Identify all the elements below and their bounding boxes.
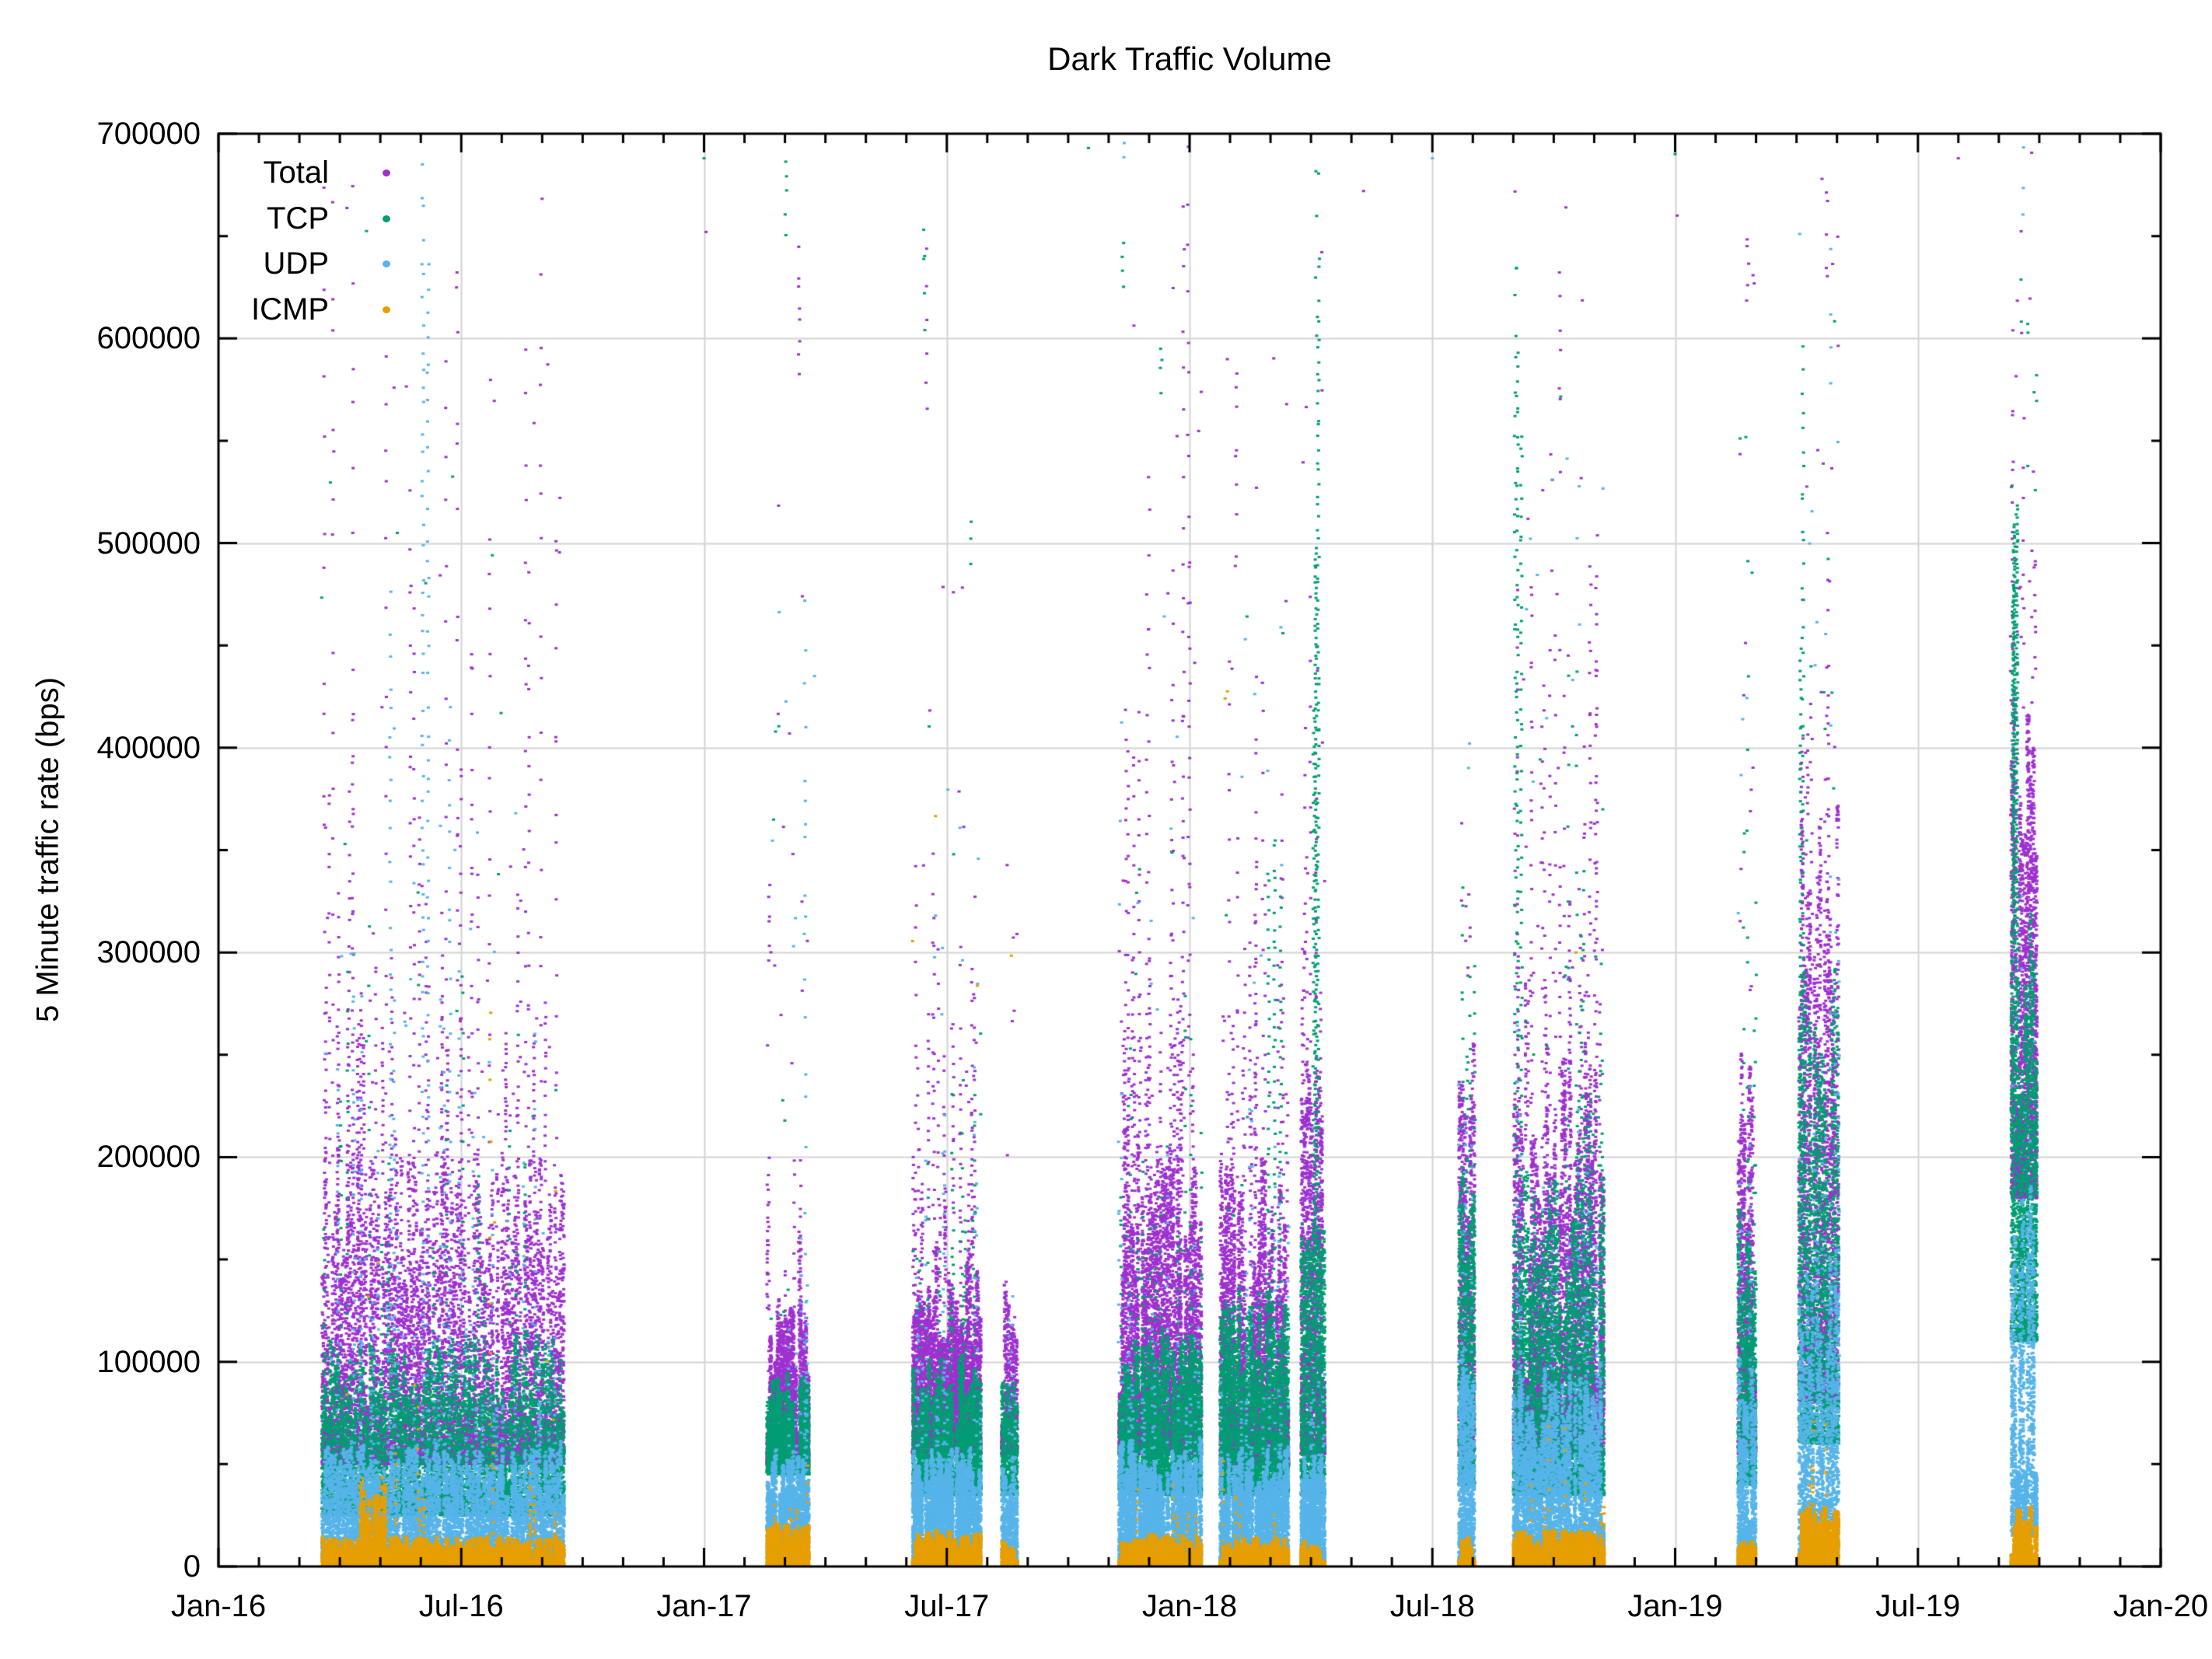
- legend-item-tcp: TCP: [156, 196, 390, 241]
- legend-label-udp: UDP: [263, 246, 329, 281]
- legend-label-total: Total: [263, 155, 330, 190]
- legend-label-tcp: TCP: [267, 201, 329, 236]
- legend-marker-icmp-icon: [383, 306, 390, 313]
- legend-item-udp: UDP: [156, 241, 390, 286]
- x-tick-label: Jan-19: [1627, 1589, 1723, 1623]
- chart-title: Dark Traffic Volume: [1047, 40, 1332, 77]
- y-tick-label: 400000: [96, 730, 201, 765]
- x-tick-label: Jul-17: [904, 1589, 990, 1623]
- x-tick-label: Jul-16: [418, 1589, 504, 1623]
- x-tick-label: Jan-18: [1141, 1589, 1238, 1623]
- legend-marker-total-icon: [383, 169, 390, 176]
- y-tick-label: 0: [183, 1549, 201, 1584]
- legend-label-icmp: ICMP: [251, 292, 329, 327]
- y-tick-label: 700000: [96, 117, 201, 151]
- legend-item-total: Total: [156, 150, 390, 195]
- y-tick-label: 500000: [96, 526, 201, 561]
- x-tick-label: Jul-19: [1875, 1589, 1961, 1623]
- x-tick-label: Jan-17: [656, 1589, 752, 1623]
- y-tick-label: 100000: [96, 1344, 201, 1379]
- x-tick-label: Jul-18: [1389, 1589, 1475, 1623]
- legend-marker-udp-icon: [383, 260, 390, 267]
- y-tick-label: 600000: [96, 321, 201, 356]
- x-tick-label: Jan-16: [170, 1589, 267, 1623]
- y-tick-label: 200000: [96, 1140, 201, 1175]
- y-tick-label: 300000: [96, 935, 201, 970]
- x-tick-label: Jan-20: [2112, 1589, 2209, 1623]
- legend-marker-tcp-icon: [383, 215, 390, 222]
- legend-item-icmp: ICMP: [156, 287, 390, 332]
